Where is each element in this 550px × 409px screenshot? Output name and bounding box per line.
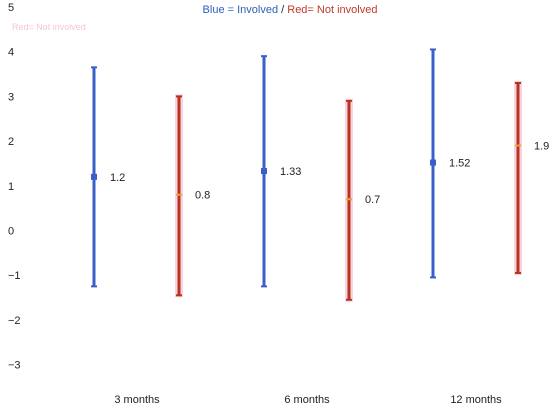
error-bar-not-involved: 0.8 <box>175 94 210 298</box>
error-bar-not-involved: 0.7 <box>345 98 380 302</box>
y-tick-label: 5 <box>8 2 14 14</box>
error-bar-involved: 1.2 <box>91 66 125 288</box>
y-tick-label: 4 <box>8 47 14 59</box>
y-tick-label: 0 <box>8 226 14 238</box>
mean-marker <box>91 173 97 180</box>
mean-marker <box>430 159 436 166</box>
y-tick-label: 2 <box>8 136 14 148</box>
mean-marker <box>261 168 267 175</box>
mean-value-label: 1.52 <box>449 158 470 170</box>
x-category-label: 12 months <box>450 394 502 406</box>
mean-value-label: 1.33 <box>280 166 301 178</box>
x-category-label: 3 months <box>114 394 160 406</box>
y-tick-label: 1 <box>8 181 14 193</box>
mean-value-label: 1.9 <box>534 141 549 153</box>
faint-legend-label: Red= Not involved <box>12 22 86 32</box>
mean-value-label: 0.8 <box>195 190 210 202</box>
y-tick-label: −2 <box>8 315 21 327</box>
title-separator: / <box>278 4 287 16</box>
title-involved: Blue = Involved <box>203 4 279 16</box>
mean-value-label: 1.2 <box>110 172 125 184</box>
y-tick-label: −3 <box>8 360 21 372</box>
x-axis-categories: 3 months 6 months 12 months <box>114 394 502 406</box>
error-bar-not-involved: 1.9 <box>514 80 549 275</box>
y-tick-label: 3 <box>8 91 14 103</box>
mean-value-label: 0.7 <box>365 194 380 206</box>
x-category-label: 6 months <box>284 394 330 406</box>
error-bar-involved: 1.52 <box>430 48 470 279</box>
y-tick-label: −1 <box>8 270 21 282</box>
title-not-involved: Red= Not involved <box>287 4 377 16</box>
error-bars: 1.2 1.33 1.52 0.8 0.7 1.9 <box>91 48 549 302</box>
error-bar-involved: 1.33 <box>261 55 301 288</box>
chart-title: Blue = Involved / Red= Not involved <box>203 4 378 16</box>
y-axis-ticks: 5 4 3 2 1 0 −1 −2 −3 <box>8 2 21 372</box>
